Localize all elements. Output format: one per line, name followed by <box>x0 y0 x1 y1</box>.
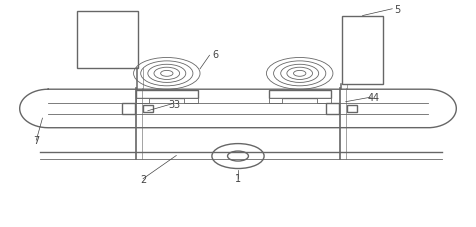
Bar <box>269 91 330 99</box>
Text: 2: 2 <box>140 174 146 184</box>
Text: 1: 1 <box>235 173 241 183</box>
Text: 6: 6 <box>212 50 218 60</box>
Text: 4: 4 <box>368 93 374 103</box>
Bar <box>122 104 135 114</box>
Text: 4: 4 <box>372 93 378 103</box>
Bar <box>326 104 339 114</box>
Bar <box>269 99 282 103</box>
Bar <box>136 99 149 103</box>
Text: 5: 5 <box>395 5 401 15</box>
Bar <box>347 106 357 112</box>
Text: 3: 3 <box>169 99 175 109</box>
Bar <box>184 99 198 103</box>
Text: 7: 7 <box>33 136 40 146</box>
Bar <box>342 17 383 84</box>
Bar <box>77 12 139 68</box>
Bar <box>143 106 153 112</box>
Circle shape <box>212 144 264 169</box>
Circle shape <box>228 151 248 161</box>
Text: 3: 3 <box>173 99 179 109</box>
Bar <box>317 99 330 103</box>
Bar <box>136 91 198 99</box>
